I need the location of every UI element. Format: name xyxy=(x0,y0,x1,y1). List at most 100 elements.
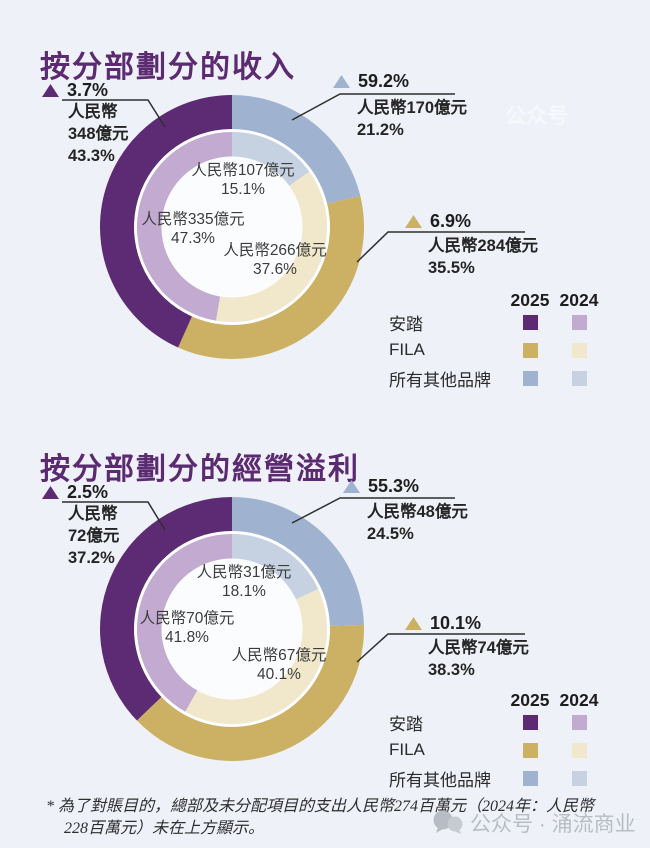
callout-line: 72億元 xyxy=(68,527,120,545)
callout-line: 人民幣 xyxy=(68,505,118,523)
yoy-growth-value: 10.1% xyxy=(430,613,482,633)
segment-value: 人民幣70億元 xyxy=(139,610,235,627)
profit-chart-title: 按分部劃分的經營溢利 xyxy=(40,453,360,487)
watermark-top: 公众号 xyxy=(505,105,568,128)
revenue-other-callout-head: 59.2% xyxy=(333,71,409,92)
legend-label-anta: 安踏 xyxy=(389,314,423,334)
leader-line-profit-other xyxy=(291,497,455,524)
profit-legend: 2025 2024 安踏 FILA 所有其他品牌 xyxy=(389,690,607,792)
segment-share: 41.8% xyxy=(165,629,209,646)
legend-swatch-other-2024 xyxy=(571,370,587,386)
donut-segment-2025-安踏 xyxy=(99,95,232,348)
segment-value: 人民幣335億元 xyxy=(141,211,245,228)
callout-line: 21.2% xyxy=(357,121,404,139)
donut-center xyxy=(161,558,303,700)
revenue-other-callout-body: 人民幣170億元 21.2% xyxy=(357,97,467,141)
legend-swatch-fila-2025 xyxy=(522,742,538,758)
legend-swatch-anta-2024 xyxy=(571,714,587,730)
legend-swatch-anta-2025 xyxy=(522,714,538,730)
donut-segment-2025-FILA xyxy=(178,195,365,360)
yoy-growth-value: 6.9% xyxy=(430,211,472,231)
donut-segment-2025-所有其他品牌 xyxy=(232,497,364,626)
yoy-growth-value: 3.7% xyxy=(67,80,109,100)
legend-swatch-fila-2025 xyxy=(522,342,538,358)
up-triangle-icon xyxy=(42,84,59,97)
callout-line: 人民幣48億元 xyxy=(367,503,468,521)
legend-label-anta: 安踏 xyxy=(389,714,423,734)
legend-swatch-other-2025 xyxy=(522,370,538,386)
segment-value: 人民幣107億元 xyxy=(191,162,295,179)
yoy-growth-value: 2.5% xyxy=(67,482,109,502)
yoy-growth-value: 59.2% xyxy=(358,71,410,91)
segment-share: 40.1% xyxy=(257,666,301,683)
segment-share: 15.1% xyxy=(221,181,265,198)
profit-inner-label-fila: 人民幣67億元 40.1% xyxy=(169,646,389,684)
profit-donut-chart xyxy=(100,497,364,761)
profit-anta-callout-body: 人民幣 72億元 37.2% xyxy=(68,503,119,569)
legend-year-2025: 2025 xyxy=(510,290,550,310)
donut-segment-2024-安踏 xyxy=(136,132,232,321)
segment-share: 37.6% xyxy=(253,261,297,278)
yoy-growth-value: 55.3% xyxy=(368,476,420,496)
callout-line: 348億元 xyxy=(68,125,129,143)
legend-swatch-other-2024 xyxy=(571,770,587,786)
up-triangle-icon xyxy=(343,480,360,493)
revenue-chart-title: 按分部劃分的收入 xyxy=(40,51,296,85)
legend-year-2024: 2024 xyxy=(559,690,599,710)
callout-line: 人民幣170億元 xyxy=(357,99,468,117)
revenue-legend: 2025 2024 安踏 FILA 所有其他品牌 xyxy=(389,290,607,392)
chat-bubbles-icon xyxy=(433,810,463,834)
legend-swatch-fila-2024 xyxy=(571,342,587,358)
leader-line-revenue-other xyxy=(291,93,455,121)
revenue-donut-chart xyxy=(99,95,365,360)
callout-line: 38.3% xyxy=(428,661,475,679)
profit-anta-callout-head: 2.5% xyxy=(42,482,108,503)
revenue-fila-callout-body: 人民幣284億元 35.5% xyxy=(428,235,538,279)
segment-share: 18.1% xyxy=(222,583,266,600)
legend-year-2024: 2024 xyxy=(559,290,599,310)
up-triangle-icon xyxy=(405,617,422,630)
legend-swatch-anta-2025 xyxy=(522,314,538,330)
donut-center xyxy=(161,156,303,298)
segment-value: 人民幣31億元 xyxy=(196,564,292,581)
ring-separator xyxy=(134,129,330,325)
donut-segment-2024-FILA xyxy=(185,589,328,725)
ring-separator xyxy=(134,531,330,727)
profit-other-callout-head: 55.3% xyxy=(343,476,419,497)
segment-share: 47.3% xyxy=(171,230,215,247)
profit-inner-label-anta: 人民幣70億元 41.8% xyxy=(77,609,297,647)
legend-swatch-fila-2024 xyxy=(571,742,587,758)
revenue-anta-callout-body: 人民幣 348億元 43.3% xyxy=(68,101,129,167)
revenue-inner-label-fila: 人民幣266億元 37.6% xyxy=(165,241,385,279)
donut-segment-2024-安踏 xyxy=(136,534,232,712)
callout-line: 43.3% xyxy=(68,147,115,165)
callout-line: 人民幣74億元 xyxy=(428,639,529,657)
profit-fila-callout-head: 10.1% xyxy=(405,613,481,634)
donut-segment-2024-FILA xyxy=(215,171,328,323)
watermark-text: 公众号 · 涌流商业 xyxy=(470,813,636,836)
revenue-anta-callout-head: 3.7% xyxy=(42,80,108,101)
donut-segment-2025-所有其他品牌 xyxy=(232,95,361,204)
legend-swatch-anta-2024 xyxy=(571,314,587,330)
up-triangle-icon xyxy=(405,215,422,228)
donut-segment-2024-所有其他品牌 xyxy=(232,132,310,186)
legend-year-2025: 2025 xyxy=(510,690,550,710)
legend-label-other: 所有其他品牌 xyxy=(389,770,491,790)
legend-label-fila: FILA xyxy=(389,340,425,359)
leader-line-revenue-anta xyxy=(62,99,166,128)
revenue-inner-label-anta: 人民幣335億元 47.3% xyxy=(83,210,303,248)
legend-label-fila: FILA xyxy=(389,740,425,759)
profit-fila-callout-body: 人民幣74億元 38.3% xyxy=(428,637,529,681)
leader-line-profit-fila xyxy=(356,633,525,663)
profit-other-callout-body: 人民幣48億元 24.5% xyxy=(367,501,468,545)
donut-segment-2025-安踏 xyxy=(100,497,232,721)
revenue-inner-label-other: 人民幣107億元 15.1% xyxy=(133,161,353,199)
up-triangle-icon xyxy=(333,75,350,88)
segment-value: 人民幣266億元 xyxy=(223,242,327,259)
donut-segment-2024-所有其他品牌 xyxy=(232,534,319,600)
callout-line: 35.5% xyxy=(428,259,475,277)
profit-inner-label-other: 人民幣31億元 18.1% xyxy=(134,563,354,601)
legend-swatch-other-2025 xyxy=(522,770,538,786)
watermark-bottom: 公众号 · 涌流商业 xyxy=(432,808,636,838)
